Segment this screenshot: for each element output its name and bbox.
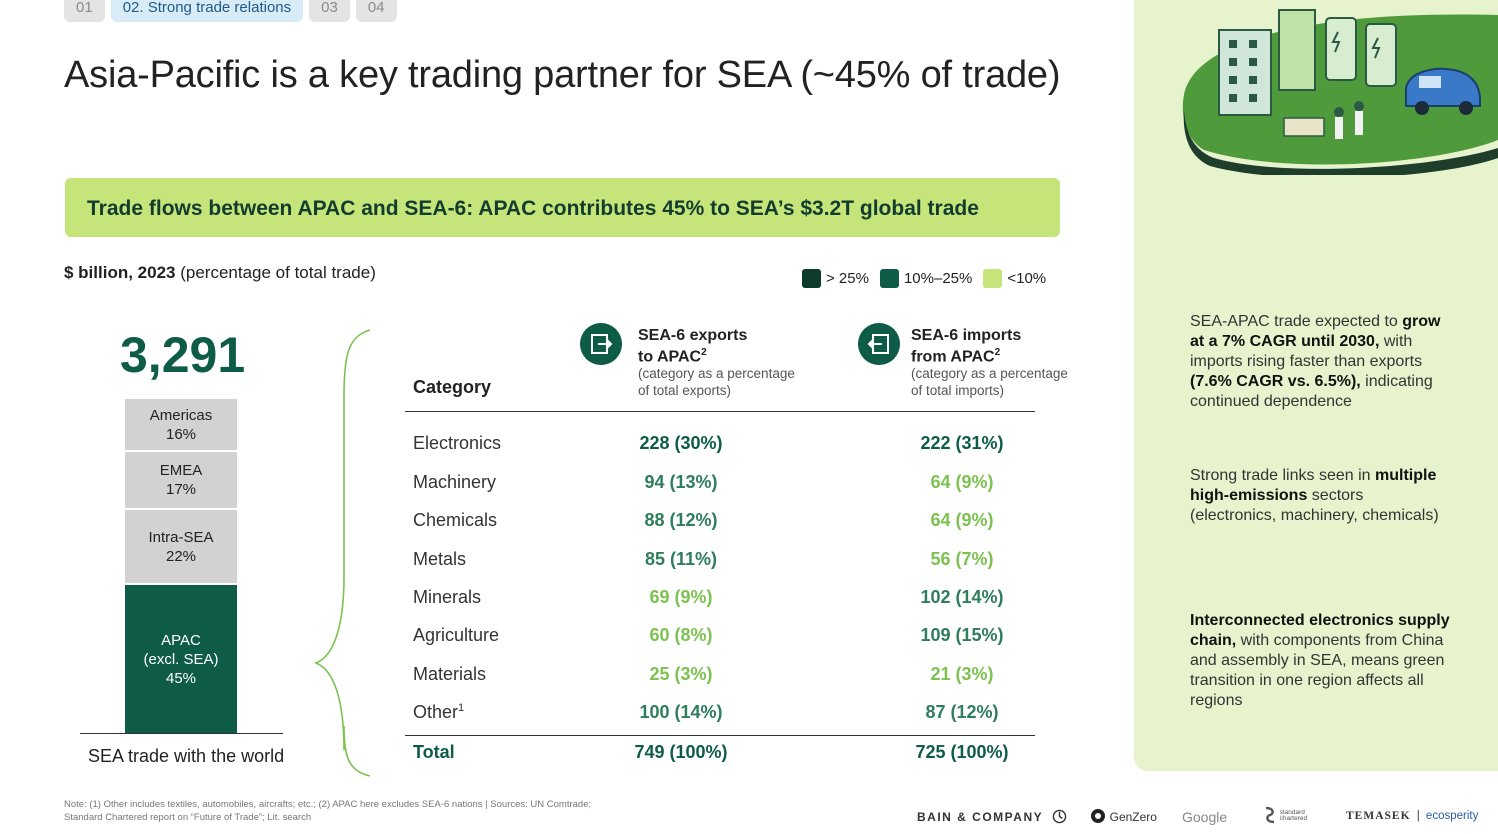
bain-logo-icon [1052,809,1067,824]
insight-high-emissions: Strong trade links seen in multiple high… [1190,467,1439,524]
row-category: Electronics [413,433,502,453]
unit-label: $ billion, 2023 (percentage of total tra… [64,263,376,283]
curly-brace-connector [313,329,371,777]
page-title: Asia-Pacific is a key trading partner fo… [64,54,1061,96]
row-exports-value: 100 (14%) [639,702,723,722]
row-category: Chemicals [413,510,498,530]
segment-label: Intra-SEA [148,528,214,546]
row-imports-value: 222 (31%) [920,433,1004,453]
legend-swatch-mid [879,269,899,288]
bar-segment-emea: EMEA 17% [125,452,237,508]
row-imports-value: 56 (7%) [930,549,994,569]
segment-pct: 22% [165,547,197,565]
imports-header-title: SEA-6 imports from APAC2 [911,327,1022,366]
row-imports-value: 102 (14%) [920,587,1004,607]
total-imports-value: 725 (100%) [915,742,1009,762]
segment-pct: 17% [165,481,197,498]
tab-02-strong-trade-relations[interactable]: 02. Strong trade relations [110,0,304,22]
row-category: Other1 [413,702,465,722]
imports-header-subtitle: (category as a percentage of total impor… [911,366,1068,398]
exports-header-subtitle: (category as a percentage of total expor… [638,366,795,398]
standard-chartered-logo: standard chartered [1264,806,1307,825]
table-row: Materials 25 (3%) 21 (3%) [413,664,1053,694]
table-total-rule [405,735,1035,736]
table-row: Metals 85 (11%) 56 (7%) [413,549,1053,579]
row-imports-value: 109 (15%) [920,625,1004,645]
footnote: Note: (1) Other includes textiles, autom… [64,799,592,823]
category-column-header: Category [413,377,492,397]
insight-growth: SEA-APAC trade expected to grow at a 7% … [1190,313,1441,410]
row-imports-value: 64 (9%) [930,510,994,530]
segment-pct: 16% [165,425,197,443]
table-row: Agriculture 60 (8%) 109 (15%) [413,625,1053,655]
row-imports-value: 64 (9%) [930,472,994,492]
legend-label-mid: 10%–25% [903,270,973,287]
table-row: Other1 100 (14%) 87 (12%) [413,702,1053,732]
google-logo: Google [1182,809,1228,825]
segment-label: APAC [161,631,201,649]
bar-segment-americas: Americas 16% [125,399,237,450]
insight-electronics-supply-chain: Interconnected electronics supply chain,… [1190,612,1450,709]
row-exports-value: 69 (9%) [649,587,713,607]
bar-baseline [80,733,283,734]
row-exports-value: 60 (8%) [649,625,713,645]
row-exports-value: 25 (3%) [649,664,713,684]
tab-03[interactable]: 03 [309,0,350,22]
legend-label-low: <10% [1007,270,1047,287]
row-imports-value: 87 (12%) [925,702,999,722]
row-exports-value: 228 (30%) [639,433,723,453]
color-legend: > 25% 10%–25% <10% [802,269,1057,288]
table-row: Machinery 94 (13%) 64 (9%) [413,472,1053,502]
row-category: Metals [413,549,467,569]
tab-04[interactable]: 04 [355,0,397,22]
tab-01[interactable]: 01 [64,0,105,22]
unit-rest: (percentage of total trade) [180,263,376,282]
bar-caption: SEA trade with the world [88,746,285,766]
insights-panel [1134,0,1498,771]
bar-segment-intra-sea: Intra-SEA 22% [125,510,237,583]
total-exports-value: 749 (100%) [634,742,728,762]
legend-swatch-low [983,269,1003,288]
table-header-rule [405,411,1035,412]
row-imports-value: 21 (3%) [930,664,994,684]
row-category: Machinery [413,472,497,492]
section-tabs: 01 02. Strong trade relations 03 04 [64,0,397,22]
export-icon [580,323,622,365]
row-exports-value: 85 (11%) [644,549,718,569]
green-city-illustration [1182,9,1498,179]
bain-logo: BAIN & COMPANY [917,809,1067,824]
row-category: Agriculture [413,625,500,645]
genzero-logo: GenZero [1090,808,1157,824]
exports-header-title: SEA-6 exports to APAC2 [638,327,748,366]
table-total-row: Total 749 (100%) 725 (100%) [413,742,1053,772]
headline-banner: Trade flows between APAC and SEA-6: APAC… [65,178,1060,237]
segment-label: EMEA [159,462,203,479]
genzero-logo-icon [1091,809,1105,823]
total-trade-value: 3,291 [120,327,246,383]
table-row: Minerals 69 (9%) 102 (14%) [413,587,1053,617]
segment-label: Americas [149,406,213,424]
unit-bold: $ billion, 2023 [64,263,176,282]
row-category: Minerals [413,587,482,607]
row-exports-value: 88 (12%) [644,510,718,530]
segment-pct: 45% [165,669,197,687]
segment-label-sub: (excl. SEA) [143,650,219,668]
table-row: Chemicals 88 (12%) 64 (9%) [413,510,1053,540]
standard-chartered-logo-icon [1265,806,1275,824]
legend-label-high: > 25% [826,270,869,287]
total-category: Total [413,742,455,762]
banner-text: Trade flows between APAC and SEA-6: APAC… [87,197,979,220]
temasek-ecosperity-logo: TEMASEK | ecosperity [1346,810,1479,822]
table-row: Electronics 228 (30%) 222 (31%) [413,433,1053,463]
bar-segment-apac: APAC (excl. SEA) 45% [125,585,237,733]
legend-swatch-high [802,269,821,288]
row-exports-value: 94 (13%) [644,472,718,492]
row-category: Materials [413,664,487,684]
import-icon [858,323,900,365]
